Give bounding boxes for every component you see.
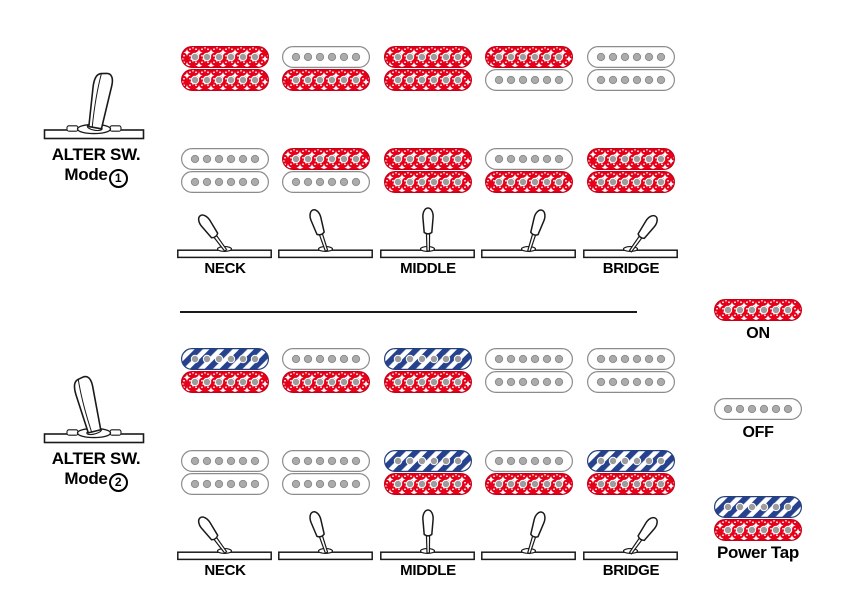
position-label: MIDDLE: [400, 260, 456, 277]
pickup-coil-off: [181, 148, 269, 170]
position-label: BRIDGE: [602, 260, 660, 277]
pickup-coil-on: [181, 69, 269, 91]
selector-lever-icon-position-3: [380, 507, 475, 564]
pickup-coil-off: [181, 171, 269, 193]
alter-switch-toggle-icon-mode2: [39, 372, 149, 450]
selector-lever-icon-position-1: [177, 205, 272, 262]
section-divider: [180, 311, 637, 313]
legend-label-power-tap: Power Tap: [716, 543, 799, 562]
pickup-coil-on: [384, 171, 472, 193]
pickup-coil-on: [282, 371, 370, 393]
position-label: NECK: [204, 260, 246, 277]
pickup-coil-off: [282, 450, 370, 472]
legend-coil-power-tap: [714, 496, 802, 541]
position-label: MIDDLE: [400, 562, 456, 579]
pickup-coil-off: [587, 69, 675, 91]
pickup-coil-off: [282, 348, 370, 370]
circled-number-1-icon: 1: [108, 169, 128, 188]
pickup-coil-off: [282, 171, 370, 193]
pickup-coil-off: [485, 450, 573, 472]
selector-lever-icon-position-2: [278, 205, 373, 262]
pickup-coil-on: [587, 473, 675, 495]
pickup-coil-on: [282, 69, 370, 91]
pickup-coil-tap: [587, 450, 675, 472]
selector-lever-icon-position-3: [380, 205, 475, 262]
selector-lever-icon-position-5: [583, 507, 678, 564]
pickup-coil-on: [384, 473, 472, 495]
pickup-coil-off: [485, 371, 573, 393]
pickup-coil-on: [384, 371, 472, 393]
circled-number-2-icon: 2: [108, 473, 128, 492]
alter-sw-text: ALTER SW.: [51, 449, 141, 468]
pickup-coil-on: [181, 46, 269, 68]
pickup-coil-off: [181, 473, 269, 495]
selector-lever-icon-position-4: [481, 507, 576, 564]
pickup-coil-on: [587, 171, 675, 193]
pickup-coil-on: [384, 46, 472, 68]
selector-lever-icon-position-2: [278, 507, 373, 564]
position-label: BRIDGE: [602, 562, 660, 579]
pickup-coil-off: [485, 69, 573, 91]
pickup-coil-on: [485, 46, 573, 68]
pickup-coil-tap: [181, 348, 269, 370]
pickup-coil-off: [485, 348, 573, 370]
selector-lever-icon-position-5: [583, 205, 678, 262]
alter-switch-toggle-icon-mode1: [39, 68, 149, 146]
mode-number-line: Mode 2: [34, 469, 158, 492]
pickup-coil-on: [384, 69, 472, 91]
alter-sw-text: ALTER SW.: [51, 145, 141, 164]
pickup-coil-off: [282, 473, 370, 495]
pickup-coil-off: [587, 46, 675, 68]
legend-label-on: ON: [746, 325, 770, 342]
pickup-coil-tap: [384, 348, 472, 370]
legend-label-off: OFF: [742, 424, 774, 441]
selector-lever-icon-position-1: [177, 507, 272, 564]
pickup-coil-on: [485, 473, 573, 495]
legend-coil-on: [714, 299, 802, 321]
mode2-label: ALTER SW. Mode 2: [34, 449, 158, 492]
pickup-coil-off: [282, 46, 370, 68]
pickup-coil-on: [384, 148, 472, 170]
pickup-coil-off: [485, 148, 573, 170]
pickup-coil-tap: [384, 450, 472, 472]
pickup-coil-on: [485, 171, 573, 193]
legend-coil-off: [714, 398, 802, 420]
mode1-label: ALTER SW. Mode 1: [34, 145, 158, 188]
pickup-coil-on: [181, 371, 269, 393]
position-label: NECK: [204, 562, 246, 579]
pickup-coil-on: [587, 148, 675, 170]
pickup-coil-off: [181, 450, 269, 472]
pickup-coil-off: [587, 371, 675, 393]
pickup-coil-on: [282, 148, 370, 170]
selector-lever-icon-position-4: [481, 205, 576, 262]
mode-number-line: Mode 1: [34, 165, 158, 188]
pickup-coil-off: [587, 348, 675, 370]
